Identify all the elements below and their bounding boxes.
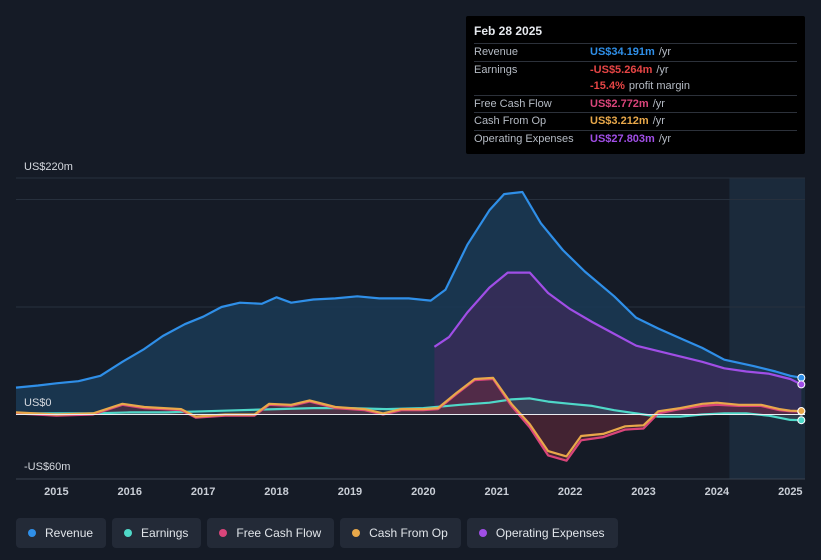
tooltip-row-unit: /yr [656, 63, 669, 76]
cash-from-op-line [15, 376, 802, 458]
legend-free-cash-flow-toggle[interactable]: Free Cash Flow [207, 518, 335, 548]
legend-operating-expenses-toggle[interactable]: Operating Expenses [466, 518, 618, 548]
tooltip-row-unit: profit margin [628, 80, 690, 93]
legend-dot-icon [28, 529, 36, 537]
tooltip-row-unit: /yr [658, 132, 672, 145]
x-tick-label: 2018 [264, 486, 288, 498]
legend-dot-icon [124, 529, 133, 537]
tooltip-row: Earnings -US$5.264m/yr [474, 60, 797, 79]
tooltip-date: Feb 28 2025 [474, 24, 543, 38]
tooltip-row: Revenue US$34.191m/yr [474, 43, 797, 61]
forecast-shade [729, 178, 805, 479]
legend-cash-from-op-toggle[interactable]: Cash From Op [340, 518, 461, 548]
tooltip-row: Free Cash Flow US$2.772m/yr [474, 94, 797, 113]
legend-label: Operating Expenses [495, 526, 605, 540]
data-tooltip: Feb 28 2025 Revenue US$34.191m/yr Earnings… [466, 16, 805, 154]
tooltip-row: Cash From Op US$3.212m/yr [474, 112, 797, 130]
x-tick-label: 2017 [191, 486, 215, 498]
legend-dot-icon [219, 529, 228, 537]
legend-earnings-toggle[interactable]: Earnings [112, 518, 202, 548]
tooltip-row-value: US$3.212m [590, 115, 649, 128]
tooltip-row-label: Operating Expenses [474, 132, 574, 145]
tooltip-row-unit: /yr [658, 46, 672, 59]
legend-dot-icon [478, 529, 487, 537]
operating-expenses-line [433, 271, 802, 386]
operating-expenses-area [434, 272, 802, 415]
free-cash-flow-area [16, 379, 802, 461]
x-tick-label: 2025 [778, 486, 802, 498]
tooltip-row-label: Revenue [474, 46, 519, 59]
tooltip-row-value: -15.4% [590, 80, 625, 93]
legend-label: Free Cash Flow [236, 526, 322, 540]
tooltip-row-value: US$34.191m [590, 46, 655, 59]
chart-legend: Revenue Earnings Free Cash Flow Cash From O… [16, 518, 618, 548]
x-tick-label: 2020 [411, 486, 435, 498]
tooltip-row-label: Free Cash Flow [474, 97, 552, 110]
y-label-zero: US$0 [24, 397, 52, 409]
tooltip-row-label: Cash From Op [474, 115, 547, 128]
x-tick-label: 2019 [338, 486, 362, 498]
legend-label: Cash From Op [369, 526, 448, 540]
revenue-end-point [797, 373, 806, 382]
tooltip-row-unit: /yr [652, 115, 665, 128]
legend-revenue-toggle[interactable]: Revenue [16, 518, 107, 548]
tooltip-row: -15.4% profit margin [474, 78, 797, 95]
tooltip-row-label: Earnings [474, 63, 518, 76]
x-tick-label: 2016 [118, 486, 142, 498]
x-tick-label: 2022 [558, 486, 582, 498]
revenue-line [15, 190, 802, 389]
tooltip-row-value: US$2.772m [590, 97, 649, 110]
x-tick-label: 2015 [44, 486, 68, 498]
y-label-bottom: -US$60m [24, 461, 70, 473]
x-tick-label: 2024 [705, 486, 730, 498]
legend-label: Revenue [45, 526, 94, 540]
tooltip-row-unit: /yr [652, 97, 665, 110]
tooltip-row-value: US$27.803m [590, 132, 655, 145]
cash-from-op-end-point [797, 407, 806, 416]
legend-label: Earnings [141, 526, 189, 540]
x-tick-label: 2021 [484, 486, 508, 498]
operating-expenses-end-point [797, 380, 806, 389]
earnings-end-point [797, 416, 806, 425]
x-tick-label: 2023 [631, 486, 655, 498]
tooltip-row: Operating Expenses US$27.803m/yr [474, 129, 797, 148]
tooltip-row-value: -US$5.264m [590, 63, 653, 76]
y-label-top: US$220m [24, 161, 73, 173]
legend-dot-icon [352, 529, 361, 537]
